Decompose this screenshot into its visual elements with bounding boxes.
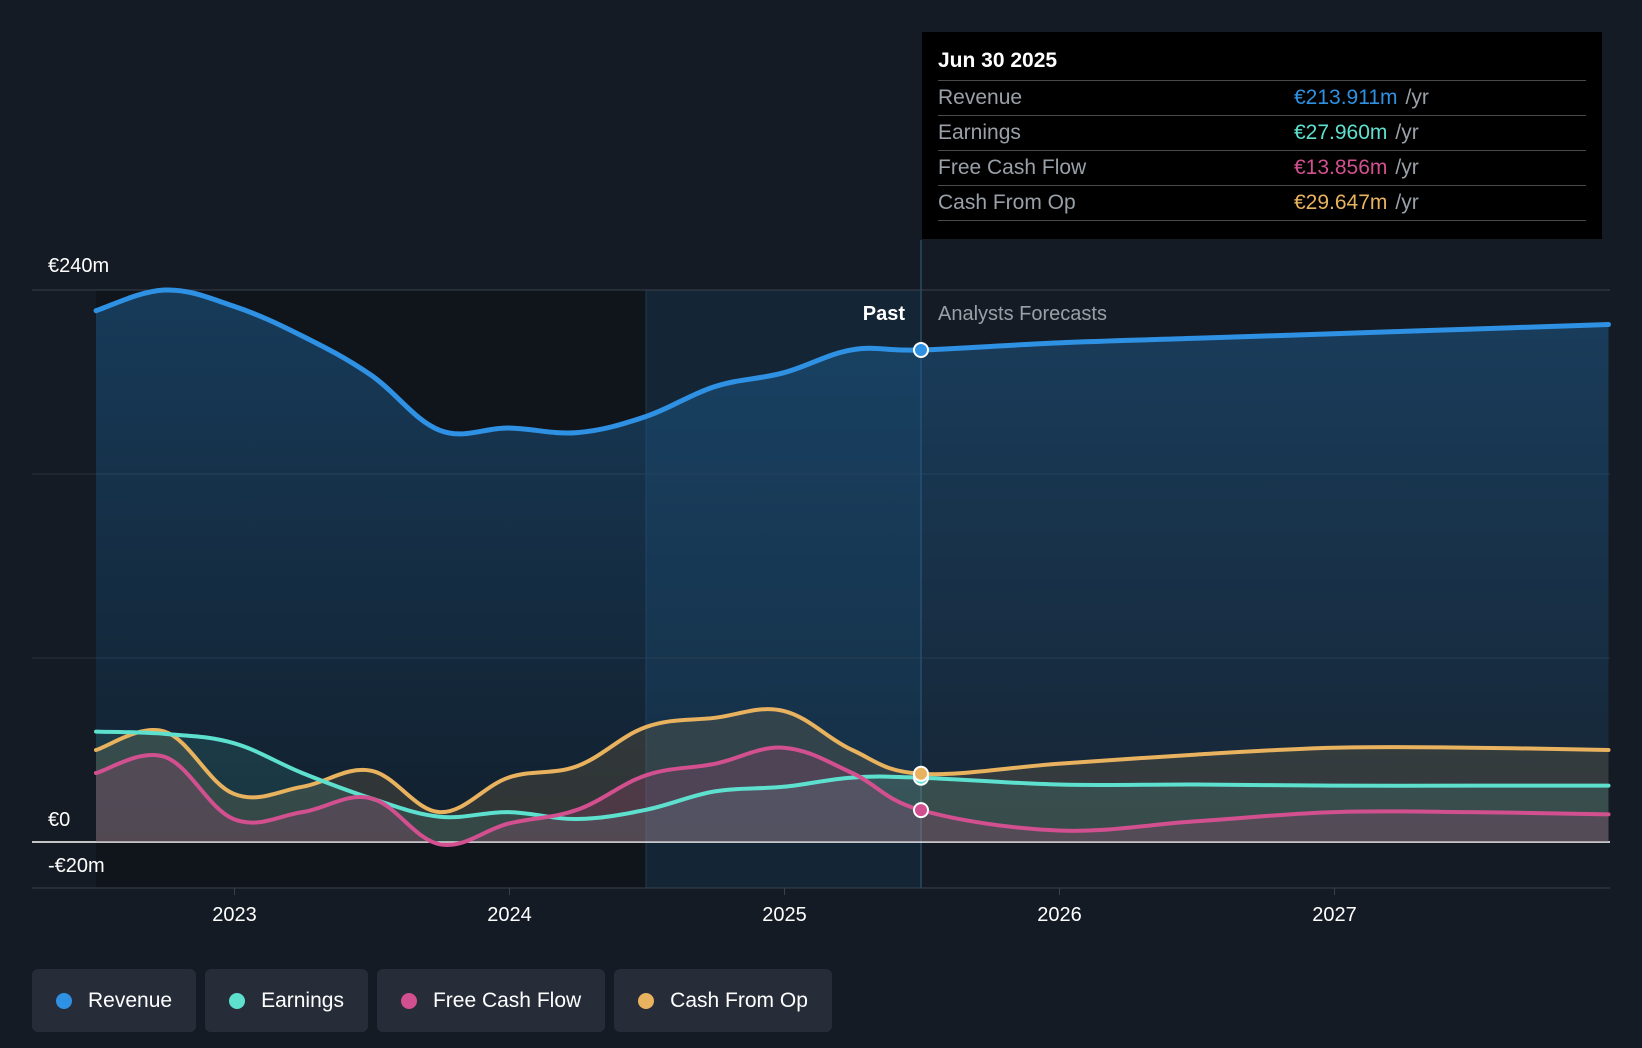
legend-dot-icon [638, 992, 655, 1009]
tooltip-row-earnings: Earnings €27.960m/yr [938, 115, 1586, 150]
legend-dot-icon [400, 992, 417, 1009]
tooltip-row-cash-from-op: Cash From Op €29.647m/yr [938, 185, 1586, 221]
tooltip-value: €213.911m [1294, 86, 1398, 109]
tooltip-unit: /yr [1395, 156, 1419, 179]
x-tick-label: 2027 [1312, 904, 1357, 926]
tooltip-date: Jun 30 2025 [938, 49, 1058, 72]
legend: Revenue Earnings Free Cash Flow Cash From O… [32, 969, 832, 1032]
tooltip-row-free-cash-flow: Free Cash Flow €13.856m/yr [938, 150, 1586, 185]
revenue-marker [913, 342, 929, 359]
legend-label: Revenue [88, 988, 173, 1012]
cash-from-op-area [96, 709, 1609, 842]
free-cash-flow-marker [913, 802, 929, 819]
series-lines [93, 287, 1611, 847]
legend-label: Free Cash Flow [432, 988, 582, 1012]
y-label-bottom: -€20m [48, 855, 105, 877]
legend-item-cash-from-op[interactable]: Cash From Op [614, 969, 832, 1032]
legend-label: Earnings [261, 988, 344, 1012]
earnings-area [96, 731, 1609, 842]
tooltip-value: €29.647m [1294, 191, 1388, 214]
revenue-line [93, 287, 1611, 437]
tooltip-value: €13.856m [1294, 156, 1388, 179]
tooltip-label: Revenue [938, 86, 1023, 109]
y-label-top: €240m [48, 255, 109, 277]
hover-tooltip: Jun 30 2025 Revenue €213.911m/yr Earnings €… [922, 32, 1602, 239]
x-tick-label: 2023 [212, 904, 257, 926]
legend-item-earnings[interactable]: Earnings [205, 969, 368, 1032]
earnings-line [94, 729, 1611, 822]
tooltip-unit: /yr [1405, 86, 1429, 109]
legend-dot-icon [229, 992, 246, 1009]
axis-labels: €240m €0 -€20m Past Analysts Forecasts [48, 255, 1107, 877]
tooltip-row-revenue: Revenue €213.911m/yr [938, 80, 1586, 115]
cash-from-op-line [94, 707, 1611, 815]
legend-item-revenue[interactable]: Revenue [32, 969, 197, 1032]
series-markers [913, 342, 929, 819]
series-areas [96, 289, 1609, 845]
x-tick-label: 2025 [762, 904, 807, 926]
tooltip-value: €27.960m [1294, 121, 1388, 144]
tooltip-unit: /yr [1395, 191, 1419, 214]
x-tick-label: 2024 [487, 904, 532, 926]
x-tick-label: 2026 [1037, 904, 1082, 926]
legend-item-free-cash-flow[interactable]: Free Cash Flow [376, 969, 606, 1032]
legend-label: Cash From Op [670, 988, 808, 1012]
free-cash-flow-line [94, 745, 1611, 847]
x-axis-ticks: 2023 2024 2025 2026 2027 [212, 888, 1357, 926]
forecast-label: Analysts Forecasts [938, 303, 1107, 325]
tooltip-label: Earnings [938, 121, 1021, 144]
tooltip-label: Cash From Op [938, 191, 1076, 214]
y-label-zero: €0 [48, 809, 70, 831]
legend-dot-icon [56, 992, 72, 1009]
cash-from-op-marker [913, 765, 929, 782]
past-label: Past [863, 303, 906, 325]
tooltip-label: Free Cash Flow [938, 156, 1087, 179]
tooltip-unit: /yr [1395, 121, 1419, 144]
revenue-area [96, 289, 1609, 842]
